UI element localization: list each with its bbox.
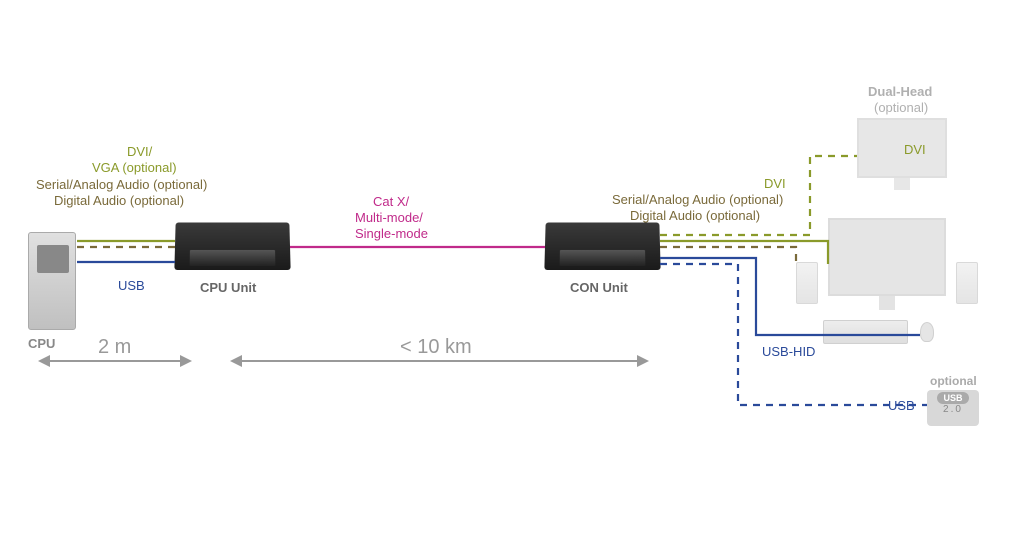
usb-left-label: USB bbox=[118, 278, 145, 293]
dist-10km-label: < 10 km bbox=[400, 336, 472, 359]
dvi-upper-label: DVI bbox=[904, 142, 926, 157]
main-monitor-icon bbox=[828, 218, 946, 296]
dvi-lower-label: DVI bbox=[764, 176, 786, 191]
keyboard-icon bbox=[823, 320, 908, 344]
serial-audio-label: Serial/Analog Audio (optional) bbox=[36, 177, 207, 192]
wire-dvi-main bbox=[660, 241, 828, 264]
monitor-stand-icon bbox=[894, 178, 910, 190]
usb-hid-label: USB-HID bbox=[762, 344, 815, 359]
monitor-stand-icon bbox=[879, 296, 895, 310]
distance-arrow-2m bbox=[40, 360, 190, 362]
usb20-top-label: USB bbox=[937, 392, 968, 404]
dvi-vga-label-2: VGA (optional) bbox=[92, 160, 177, 175]
cpu-unit-box-icon bbox=[174, 222, 290, 270]
speaker-right-icon bbox=[956, 262, 978, 304]
cable-label-1: Cat X/ bbox=[373, 194, 409, 209]
dual-head-monitor-icon bbox=[857, 118, 947, 178]
con-unit-label: CON Unit bbox=[570, 280, 628, 295]
mouse-icon bbox=[920, 322, 934, 342]
cpu-label: CPU bbox=[28, 336, 55, 351]
digital-audio-label: Digital Audio (optional) bbox=[54, 193, 184, 208]
usb-right-label: USB bbox=[888, 398, 915, 413]
cpu-tower-icon bbox=[28, 232, 76, 330]
cpu-unit-label: CPU Unit bbox=[200, 280, 256, 295]
cable-label-3: Single-mode bbox=[355, 226, 428, 241]
cable-label-2: Multi-mode/ bbox=[355, 210, 423, 225]
usb20-badge-icon: USB 2.0 bbox=[927, 390, 979, 426]
dist-2m-label: 2 m bbox=[98, 336, 131, 359]
wire-audio-right bbox=[660, 247, 796, 264]
dvi-vga-label-1: DVI/ bbox=[127, 144, 152, 159]
dual-head-label-1: Dual-Head bbox=[868, 84, 932, 99]
speaker-left-icon bbox=[796, 262, 818, 304]
distance-arrow-10km bbox=[232, 360, 647, 362]
usb20-bot-label: 2.0 bbox=[943, 404, 963, 415]
dual-head-label-2: (optional) bbox=[874, 100, 928, 115]
digital-audio-label-2: Digital Audio (optional) bbox=[630, 208, 760, 223]
con-unit-box-icon bbox=[544, 222, 660, 270]
optional-label: optional bbox=[930, 374, 977, 388]
serial-audio-label-2: Serial/Analog Audio (optional) bbox=[612, 192, 783, 207]
